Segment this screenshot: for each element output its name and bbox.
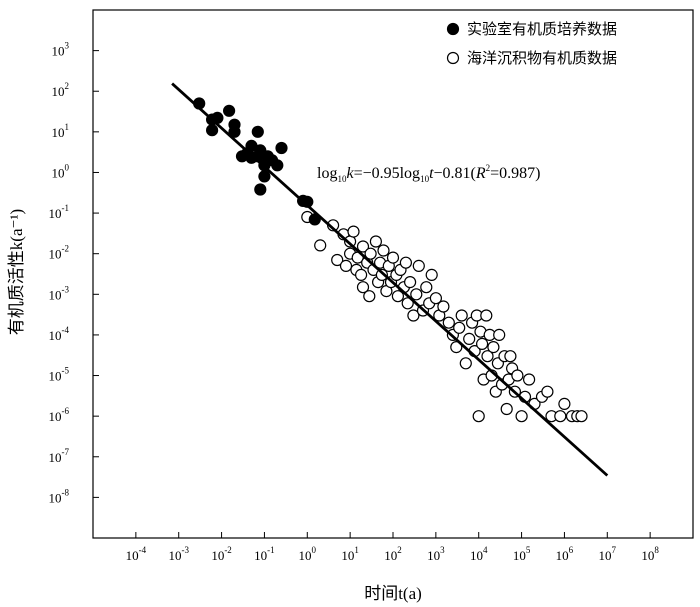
- marine-data-point: [504, 350, 517, 363]
- marine-data-point: [450, 341, 463, 354]
- marine-data-point: [331, 253, 344, 267]
- x-tick-label: 106: [556, 545, 574, 563]
- x-tick-label: 107: [599, 545, 617, 563]
- x-tick-label: 10-3: [168, 545, 189, 563]
- marine-data-point: [399, 256, 412, 269]
- marine-data-point: [401, 297, 414, 310]
- lab-data-point: [228, 125, 241, 138]
- x-tick-label: 100: [299, 545, 317, 563]
- lab-data-point: [206, 124, 219, 137]
- marine-data-point: [410, 288, 423, 301]
- marine-data-point: [480, 309, 493, 322]
- marine-data-point: [493, 328, 506, 341]
- lab-data-point: [251, 125, 264, 138]
- marine-data-point: [476, 337, 489, 350]
- marine-data-point: [356, 240, 370, 253]
- marine-data-point: [339, 259, 353, 272]
- marine-data-point: [554, 410, 567, 423]
- fit-line: [171, 82, 609, 477]
- marine-data-point: [355, 268, 368, 281]
- marine-data-point: [463, 332, 476, 345]
- y-tick-label: 102: [52, 81, 70, 99]
- y-tick-label: 10-5: [49, 366, 70, 384]
- marine-data-point: [363, 290, 376, 303]
- x-tick-label: 10-4: [126, 545, 147, 563]
- marine-data-point: [425, 268, 438, 281]
- y-tick-label: 10-2: [49, 244, 70, 262]
- marine-data-point: [375, 268, 388, 281]
- lab-data-point: [254, 183, 267, 196]
- y-axis-ticks: 10-8 10-7 10-6 10-5 10-4 10-3 10-2 10-1 100 101 10…: [49, 41, 99, 505]
- marine-data-point: [429, 292, 442, 305]
- lab-data-point: [271, 159, 284, 172]
- marine-data-point: [412, 259, 425, 272]
- lab-data-point: [223, 104, 236, 117]
- y-tick-label: 10-4: [49, 325, 70, 343]
- y-tick-label: 10-3: [49, 284, 70, 302]
- x-tick-label: 10-2: [211, 545, 232, 563]
- marine-data-point: [511, 369, 524, 382]
- marine-data-point: [487, 341, 500, 354]
- x-tick-label: 104: [470, 545, 488, 563]
- marine-data-point: [437, 300, 450, 313]
- marine-data-point: [407, 309, 420, 322]
- marine-data-point: [377, 244, 390, 257]
- marine-data-point: [541, 385, 554, 398]
- marine-data-point: [558, 397, 571, 410]
- legend-label-marine: 海洋沉积物有机质数据: [467, 49, 617, 67]
- y-axis-title: 有机质活性k(a⁻¹): [7, 209, 26, 335]
- legend-label-lab: 实验室有机质培养数据: [467, 20, 617, 38]
- y-tick-label: 10-8: [49, 487, 70, 505]
- marine-data-point: [575, 410, 588, 423]
- marine-data-point: [459, 357, 472, 370]
- lab-data-point: [275, 141, 288, 155]
- marine-data-point: [391, 290, 404, 303]
- data-points: [193, 97, 588, 423]
- y-tick-label: 10-6: [49, 406, 70, 424]
- y-tick-label: 100: [52, 162, 70, 180]
- marine-data-point: [404, 276, 417, 289]
- y-tick-label: 101: [52, 122, 70, 140]
- legend-marker-lab: [446, 22, 460, 36]
- marine-data-point: [369, 235, 382, 248]
- marine-data-point: [347, 225, 360, 238]
- legend: 实验室有机质培养数据 海洋沉积物有机质数据: [446, 20, 617, 67]
- marine-data-point: [500, 402, 513, 416]
- marine-data-point: [314, 239, 327, 252]
- marine-data-point: [455, 309, 468, 322]
- x-tick-label: 101: [341, 545, 359, 563]
- x-tick-label: 103: [427, 545, 445, 563]
- fit-equation: log10k=−0.95log10t−0.81(R2=0.987): [317, 163, 541, 184]
- x-axis-ticks: 10-4 10-3 10-2 10-1 100 101 102 103 104 105 106 107…: [126, 532, 659, 563]
- y-tick-label: 10-7: [49, 447, 70, 465]
- legend-marker-marine: [446, 51, 460, 65]
- marine-data-point: [442, 316, 455, 329]
- y-tick-label: 10-1: [49, 203, 70, 221]
- x-tick-label: 102: [384, 545, 402, 563]
- marine-data-point: [386, 251, 400, 264]
- lab-data-point: [258, 170, 271, 183]
- marine-data-point: [515, 410, 528, 423]
- marine-data-point: [472, 410, 485, 423]
- marine-data-point: [453, 321, 466, 334]
- marine-data-point: [481, 350, 494, 363]
- x-tick-label: 108: [641, 545, 659, 563]
- marine-data-point: [364, 247, 377, 260]
- x-tick-label: 105: [513, 545, 531, 563]
- x-tick-label: 10-1: [254, 545, 275, 563]
- y-tick-label: 103: [52, 41, 70, 59]
- marine-data-point: [356, 281, 370, 294]
- marine-data-point: [420, 281, 433, 294]
- marine-data-point: [522, 373, 536, 386]
- x-axis-title: 时间t(a): [364, 584, 422, 603]
